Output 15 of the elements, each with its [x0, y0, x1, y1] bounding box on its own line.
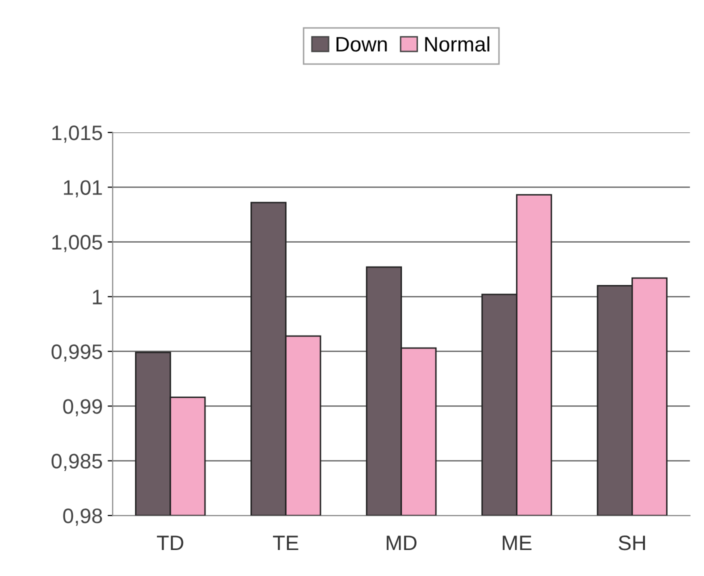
y-tick-label: 1,015 [52, 125, 102, 143]
x-tick-label: SH [618, 536, 645, 550]
y-tick-label: 0,99 [63, 399, 102, 416]
legend-label: Normal [425, 36, 490, 52]
y-tick-label: 1 [92, 290, 102, 304]
x-tick-label: TD [156, 536, 184, 550]
y-tick-label: 1,01 [64, 180, 102, 198]
x-tick-label: ME [502, 536, 532, 550]
y-tick-label: 0,995 [52, 344, 102, 362]
x-tick-label: MD [386, 536, 416, 550]
legend-label: Down [336, 37, 387, 52]
x-tick-label: TE [272, 536, 298, 550]
y-tick-label: 1,005 [52, 234, 102, 252]
y-tick-label: 0,985 [52, 454, 102, 472]
y-tick-label: 0,98 [63, 508, 102, 526]
